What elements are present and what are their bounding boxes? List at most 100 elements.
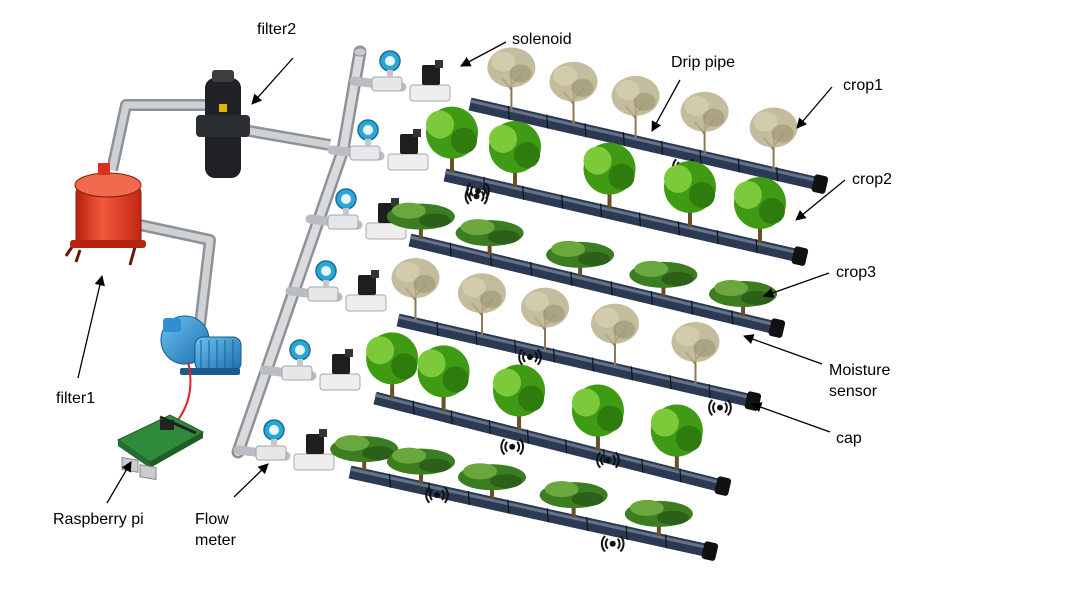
- tree-canopy-highlight: [629, 499, 664, 516]
- moisture-sensor-icon: [708, 399, 732, 416]
- tree-icon: [571, 384, 624, 451]
- rpi-chip: [160, 420, 174, 430]
- tree-canopy-shade: [514, 142, 540, 168]
- tree-canopy-highlight: [583, 146, 612, 175]
- label-crop3: crop3: [836, 264, 877, 281]
- tree-canopy-shade: [413, 275, 436, 293]
- drip-row: [349, 47, 829, 194]
- rpi-board-edge: [150, 432, 203, 468]
- drip-emitter: [638, 212, 642, 227]
- tree-icon: [455, 219, 524, 256]
- drip-emitter: [546, 508, 549, 523]
- tree-trunk: [450, 150, 454, 173]
- label-filter2: filter2: [257, 21, 297, 38]
- callout-arrows: [77, 41, 846, 504]
- tree-icon: [624, 499, 693, 536]
- tree-icon: [734, 177, 786, 243]
- solenoid-coil: [422, 65, 440, 85]
- arrow-solenoid: [460, 41, 507, 67]
- drip-emitter: [622, 132, 625, 147]
- pump-inlet: [163, 318, 181, 332]
- drip-emitter: [599, 203, 603, 218]
- drip-emitter: [584, 123, 587, 138]
- tree-canopy-shade: [661, 271, 694, 286]
- label-moisture-sensor-line1: Moisture: [829, 362, 891, 379]
- tree-canopy-highlight: [395, 262, 420, 282]
- label-moisture-sensor-line2: sensor: [829, 383, 878, 400]
- drip-pipe-highlight: [444, 170, 796, 254]
- solenoid-valve-body: [409, 84, 451, 102]
- tree-icon: [611, 75, 660, 138]
- sensor-dot: [509, 443, 516, 450]
- end-cap: [768, 318, 786, 338]
- drip-pipe-highlight: [374, 393, 719, 484]
- tree-canopy-shade: [741, 291, 774, 306]
- moisture-sensor-icon: [596, 451, 620, 469]
- sensor-wave-left: [600, 454, 604, 466]
- tree-canopy-shade: [608, 163, 635, 190]
- drip-emitter: [630, 366, 633, 381]
- arrow-flow-meter: [233, 463, 269, 498]
- solenoid-connector: [319, 429, 327, 437]
- label-filter1: filter1: [56, 390, 96, 407]
- moisture-sensor-icon: [600, 535, 625, 553]
- sensor-dot: [717, 404, 723, 411]
- tree-canopy-shade: [675, 425, 702, 452]
- sensor-wave-left: [429, 489, 433, 501]
- drip-emitter: [669, 375, 672, 390]
- tree-canopy-shade: [759, 198, 785, 224]
- end-cap: [714, 476, 732, 496]
- drip-emitter: [650, 290, 653, 306]
- sensor-dot: [605, 457, 611, 463]
- sensor-dot: [609, 540, 616, 547]
- drip-emitter: [610, 281, 613, 296]
- drip-emitter: [677, 221, 680, 236]
- flow-meter-icon: [255, 419, 287, 461]
- tree-canopy-shade: [451, 127, 477, 154]
- flow-meter-body: [371, 76, 403, 92]
- flow-meter-stem: [271, 439, 277, 447]
- tree-icon: [489, 121, 541, 187]
- tree-canopy-shade: [571, 78, 594, 97]
- drip-emitter: [546, 114, 549, 129]
- sensor-wave-right: [614, 451, 620, 469]
- flow-meter-stem: [365, 139, 371, 147]
- sensor-dot: [473, 193, 480, 200]
- flow-meter-body: [307, 286, 339, 302]
- drip-row: [305, 188, 786, 338]
- tree-canopy-highlight: [571, 388, 600, 417]
- tree-icon: [387, 447, 455, 484]
- tree-canopy-highlight: [684, 95, 709, 116]
- solenoid-connector: [413, 129, 421, 137]
- tree-canopy-shade: [419, 458, 451, 473]
- flow-meter-stem: [297, 359, 303, 367]
- pump-base: [180, 368, 240, 375]
- tree-trunk: [688, 205, 692, 227]
- drip-emitter: [436, 321, 439, 336]
- label-raspberry-pi: Raspberry pi: [53, 511, 144, 528]
- tree-trunk: [758, 221, 762, 243]
- drip-rows: [233, 47, 829, 561]
- flow-meter-stem: [343, 208, 349, 216]
- pump-icon: [160, 315, 242, 375]
- tree-icon: [546, 240, 615, 277]
- solenoid-coil: [332, 354, 350, 374]
- tree-canopy-shade: [771, 124, 794, 143]
- tree-canopy-highlight: [551, 240, 586, 257]
- tree-canopy-shade: [487, 230, 520, 245]
- sensor-wave-left: [470, 185, 474, 197]
- sensor-wave-left: [500, 438, 506, 456]
- drip-emitter: [625, 525, 628, 540]
- tree-icon: [539, 481, 608, 518]
- arrow-raspberry: [106, 461, 132, 504]
- drip-emitter: [679, 468, 682, 483]
- drip-emitter: [776, 167, 779, 182]
- filter1-tank-top: [74, 172, 142, 198]
- sensor-wave-left: [504, 441, 509, 453]
- solenoid-coil: [306, 434, 324, 454]
- label-cap: cap: [836, 430, 862, 447]
- tree-trunk: [490, 483, 494, 500]
- tree-trunk: [661, 280, 666, 297]
- arrow-crop3: [763, 272, 830, 298]
